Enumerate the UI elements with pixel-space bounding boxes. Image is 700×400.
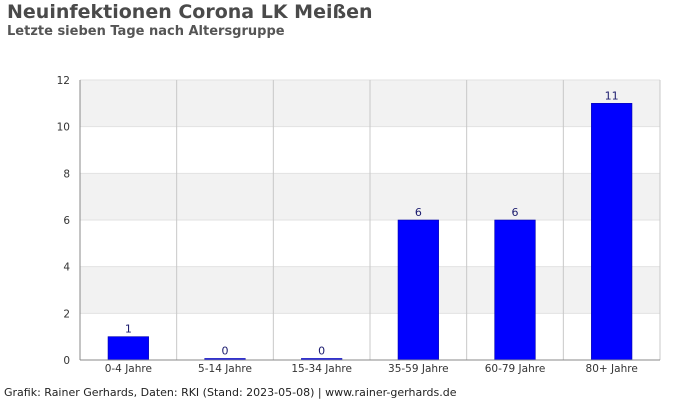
chart-footer: Grafik: Rainer Gerhards, Daten: RKI (Sta… <box>4 386 457 399</box>
data-label: 6 <box>512 206 519 219</box>
bar <box>591 103 633 361</box>
bars <box>107 103 633 361</box>
y-tick-label: 4 <box>63 262 70 274</box>
x-tick-label: 80+ Jahre <box>586 363 638 375</box>
y-tick-label: 12 <box>57 75 70 87</box>
y-tick-label: 8 <box>63 168 70 180</box>
data-labels: 1 0 0 6 6 11 <box>125 89 619 357</box>
data-label: 0 <box>318 345 325 358</box>
x-tick-label: 35-59 Jahre <box>388 363 449 375</box>
bar <box>397 219 439 361</box>
y-tick-label: 10 <box>57 122 70 134</box>
bar <box>494 219 536 361</box>
x-tick-label: 60-79 Jahre <box>485 363 546 375</box>
y-tick-label: 0 <box>63 355 70 367</box>
chart-subtitle: Letzte sieben Tage nach Altersgruppe <box>7 24 285 39</box>
x-tick-labels: 0-4 Jahre 5-14 Jahre 15-34 Jahre 35-59 Jahr… <box>105 363 638 375</box>
x-tick-label: 0-4 Jahre <box>105 363 152 375</box>
y-tick-label: 2 <box>63 308 70 320</box>
vertical-gridlines <box>176 80 661 360</box>
bar <box>107 336 149 361</box>
data-label: 1 <box>125 323 132 336</box>
data-label: 11 <box>605 89 619 102</box>
x-tick-label: 15-34 Jahre <box>291 363 352 375</box>
y-tick-labels: 0 2 4 6 8 10 12 <box>57 75 71 367</box>
x-tick-label: 5-14 Jahre <box>198 363 252 375</box>
chart-title: Neuinfektionen Corona LK Meißen <box>7 1 373 23</box>
y-tick-label: 6 <box>63 215 70 227</box>
data-label: 6 <box>415 206 422 219</box>
data-label: 0 <box>222 345 229 358</box>
axes <box>79 80 660 361</box>
